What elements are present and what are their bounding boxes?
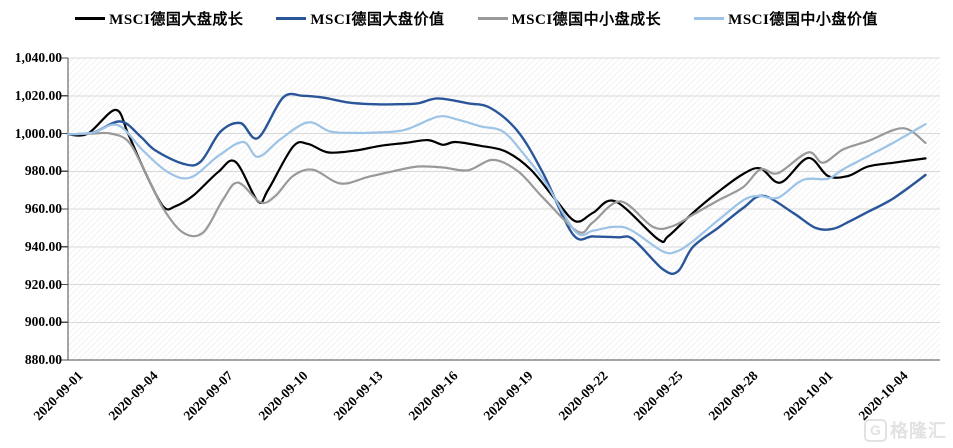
legend-line-swatch	[477, 17, 508, 20]
legend-line-swatch	[75, 17, 106, 20]
legend-label: MSCI德国大盘价值	[310, 12, 445, 28]
y-axis-label: 940.00	[24, 238, 62, 254]
series-line-3	[66, 127, 927, 238]
series-line-1	[66, 108, 927, 244]
legend-line-swatch	[694, 17, 725, 20]
y-axis-label: 1,040.00	[14, 50, 62, 65]
legend-label: MSCI德国中小盘价值	[728, 12, 878, 28]
legend-item: MSCI德国中小盘成长	[477, 8, 662, 29]
gelonghui-logo-icon: G	[864, 418, 887, 442]
y-axis-label: 980.00	[24, 163, 62, 179]
y-axis-label: 960.00	[24, 201, 62, 216]
y-axis-label: 900.00	[24, 314, 62, 330]
legend-item: MSCI德国中小盘价值	[694, 8, 878, 29]
y-axis-label: 1,020.00	[14, 87, 62, 103]
legend-label: MSCI德国大盘成长	[109, 12, 244, 28]
series-line-2	[66, 92, 927, 275]
legend: MSCI德国大盘成长 MSCI德国大盘价值 MSCI德国中小盘成长 MSCI德国中小盘…	[0, 8, 953, 29]
series-line-4	[66, 115, 927, 255]
y-axis-label: 1,000.00	[14, 125, 62, 141]
legend-label: MSCI德国中小盘成长	[511, 12, 662, 28]
watermark-text: 格隆汇	[890, 421, 947, 441]
legend-item: MSCI德国大盘成长	[75, 8, 243, 29]
watermark: G 格隆汇	[864, 417, 947, 443]
legend-line-swatch	[276, 17, 307, 20]
y-axis-label: 920.00	[24, 276, 62, 292]
legend-item: MSCI德国大盘价值	[276, 8, 444, 29]
y-axis-label: 880.00	[24, 352, 62, 367]
